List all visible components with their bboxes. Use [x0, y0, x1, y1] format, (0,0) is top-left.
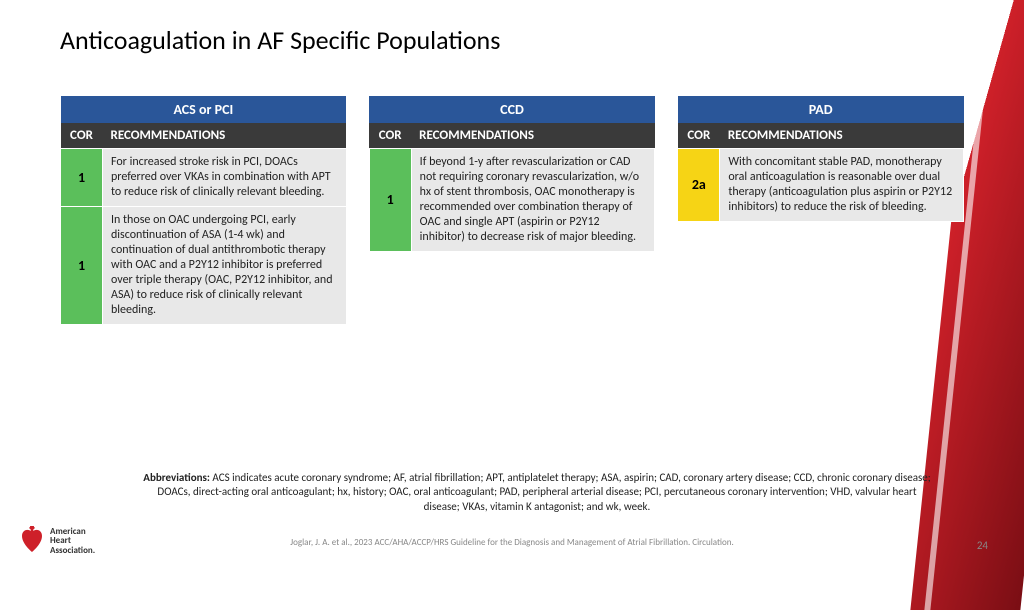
col-header-cor: COR: [678, 123, 720, 149]
aha-logo: American Heart Association.: [20, 526, 95, 556]
abbreviations: Abbreviations: ACS indicates acute coron…: [140, 471, 934, 514]
table-title: PAD: [678, 96, 964, 123]
recommendation-cell: In those on OAC undergoing PCI, early di…: [103, 207, 347, 325]
logo-text: American Heart Association.: [50, 527, 95, 555]
recommendation-table: CCDCORRECOMMENDATIONS1If beyond 1-y afte…: [369, 96, 656, 252]
col-header-rec: RECOMMENDATIONS: [103, 123, 347, 149]
recommendation-table: ACS or PCICORRECOMMENDATIONS1For increas…: [60, 96, 347, 325]
citation: Joglar, J. A. et al., 2023 ACC/AHA/ACCP/…: [0, 537, 1024, 548]
abbrev-label: Abbreviations:: [143, 471, 210, 484]
cor-cell: 1: [61, 207, 103, 325]
table-title: CCD: [369, 96, 655, 123]
page-title: Anticoagulation in AF Specific Populatio…: [60, 24, 964, 56]
recommendation-table: PADCORRECOMMENDATIONS2aWith concomitant …: [677, 96, 964, 222]
table-row: 1If beyond 1-y after revascularization o…: [369, 149, 655, 252]
logo-line-3: Association.: [50, 546, 95, 555]
col-header-rec: RECOMMENDATIONS: [720, 123, 964, 149]
col-header-rec: RECOMMENDATIONS: [411, 123, 655, 149]
table-row: 1For increased stroke risk in PCI, DOACs…: [61, 149, 347, 207]
recommendation-cell: If beyond 1-y after revascularization or…: [411, 149, 655, 252]
abbrev-text: ACS indicates acute coronary syndrome; A…: [157, 471, 930, 513]
table-row: 2aWith concomitant stable PAD, monothera…: [678, 149, 964, 222]
col-header-cor: COR: [369, 123, 411, 149]
table-title: ACS or PCI: [61, 96, 347, 123]
col-header-cor: COR: [61, 123, 103, 149]
cor-cell: 1: [369, 149, 411, 252]
cor-cell: 1: [61, 149, 103, 207]
heart-torch-icon: [20, 526, 44, 556]
slide: Anticoagulation in AF Specific Populatio…: [0, 0, 1024, 576]
tables-row: ACS or PCICORRECOMMENDATIONS1For increas…: [60, 96, 964, 325]
cor-cell: 2a: [678, 149, 720, 222]
recommendation-cell: With concomitant stable PAD, monotherapy…: [720, 149, 964, 222]
table-row: 1In those on OAC undergoing PCI, early d…: [61, 207, 347, 325]
page-number: 24: [977, 539, 988, 552]
recommendation-cell: For increased stroke risk in PCI, DOACs …: [103, 149, 347, 207]
